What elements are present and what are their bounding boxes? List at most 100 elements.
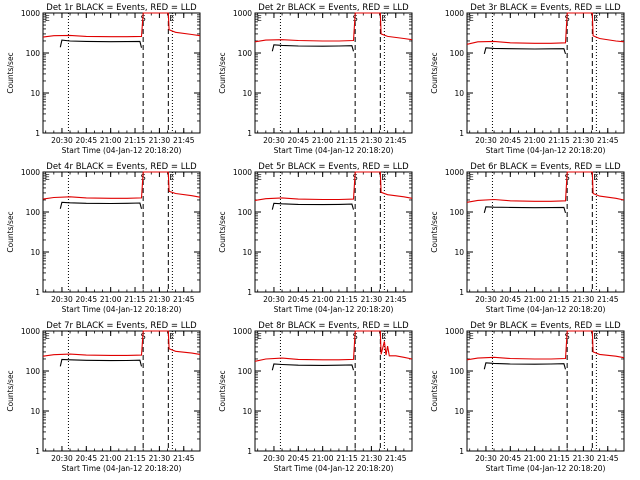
series-line-lld [466,330,625,361]
x-tick-label: 21:00 [524,454,546,463]
series-line-lld [42,171,201,200]
chart-title: Det 1r BLACK = Events, RED = LLD [46,3,197,13]
chart-panel-1: Det 1r BLACK = Events, RED = LLD 1 10 100 10… [6,3,201,155]
x-tick-label: 21:45 [385,454,407,463]
x-tick-label: 21:30 [149,136,171,145]
plot-frame [254,171,413,293]
series-line-lld [254,330,413,362]
x-tick-label: 21:30 [361,295,383,304]
y-tick-label: 1000 [445,168,464,177]
x-tick-label: 21:15 [124,295,146,304]
x-tick-label: 21:45 [173,295,195,304]
x-tick-label: 21:00 [524,136,546,145]
y-tick-label: 100 [26,208,41,217]
x-tick-label: 21:15 [336,454,358,463]
y-axis-label: Counts/sec [6,211,15,252]
event-marker-label: E [45,173,50,182]
x-axis-label: Start Time (04-Jan-12 20:18:20) [274,464,394,473]
x-tick-label: 21:15 [336,136,358,145]
plot-frame [42,12,201,134]
x-tick-label: 21:45 [597,454,619,463]
x-tick-label: 20:45 [499,295,521,304]
series-line-lld [466,12,625,45]
event-marker-label: E [381,332,386,341]
event-marker-label: E [169,173,174,182]
y-tick-label: 10 [242,89,252,98]
x-axis-label: Start Time (04-Jan-12 20:18:20) [62,146,182,155]
event-marker-label: E [381,173,386,182]
chart-panel-4: Det 4r BLACK = Events, RED = LLD 1 10 100 10… [6,162,201,314]
x-tick-label: 21:30 [361,136,383,145]
event-marker-label: E [257,332,262,341]
y-tick-label: 10 [30,248,40,257]
x-tick-label: 21:15 [124,136,146,145]
x-tick-label: 20:30 [51,454,73,463]
x-axis-label: Start Time (04-Jan-12 20:18:20) [274,305,394,314]
chart-panel-6: Det 6r BLACK = Events, RED = LLD 1 10 100 10… [430,162,625,314]
event-marker-label: E [593,332,598,341]
x-tick-label: 21:45 [597,295,619,304]
plot-frame [254,12,413,134]
y-tick-label: 10 [30,407,40,416]
event-marker-label: E [169,332,174,341]
y-tick-label: 1000 [445,327,464,336]
x-tick-label: 21:15 [124,454,146,463]
event-marker-label: E [169,14,174,23]
chart-title: Det 5r BLACK = Events, RED = LLD [258,162,409,172]
chart-panel-7: Det 7r BLACK = Events, RED = LLD 1 10 100 10… [6,321,201,473]
y-tick-label: 100 [238,367,253,376]
event-marker-label: E [45,332,50,341]
event-marker-label: E [469,14,474,23]
x-tick-label: 20:30 [263,136,285,145]
plot-frame [466,171,625,293]
series-line-events [59,39,143,48]
series-line-lld [254,12,413,43]
x-axis-label: Start Time (04-Jan-12 20:18:20) [62,464,182,473]
x-tick-label: 20:45 [499,136,521,145]
chart-panel-3: Det 3r BLACK = Events, RED = LLD 1 10 100 10… [430,3,625,155]
chart-title: Det 4r BLACK = Events, RED = LLD [46,162,197,172]
chart-title: Det 8r BLACK = Events, RED = LLD [258,321,409,331]
series-line-lld [42,330,201,357]
chart-title: Det 7r BLACK = Events, RED = LLD [46,321,197,331]
y-axis-label: Counts/sec [218,211,227,252]
y-axis-label: Counts/sec [430,370,439,411]
x-tick-label: 20:45 [75,454,97,463]
x-tick-label: 21:45 [173,454,195,463]
x-axis-label: Start Time (04-Jan-12 20:18:20) [62,305,182,314]
x-tick-label: 20:30 [51,136,73,145]
series-line-events [271,202,355,210]
chart-title: Det 6r BLACK = Events, RED = LLD [470,162,621,172]
series-line-lld [42,12,201,38]
x-tick-label: 20:45 [75,136,97,145]
x-tick-label: 20:30 [263,295,285,304]
x-tick-label: 21:30 [361,454,383,463]
x-axis-label: Start Time (04-Jan-12 20:18:20) [486,305,606,314]
x-tick-label: 21:00 [312,295,334,304]
y-tick-label: 1000 [445,9,464,18]
chart-title: Det 2r BLACK = Events, RED = LLD [258,3,409,13]
y-tick-label: 100 [26,367,41,376]
y-tick-label: 100 [26,49,41,58]
y-axis-label: Counts/sec [6,52,15,93]
x-tick-label: 20:45 [287,295,309,304]
y-tick-label: 100 [450,49,465,58]
series-line-events [483,47,567,55]
y-tick-label: 100 [450,367,465,376]
x-tick-label: 21:15 [548,136,570,145]
series-line-events [271,44,355,52]
chart-panel-8: Det 8r BLACK = Events, RED = LLD 1 10 100 10… [218,321,413,473]
x-tick-label: 21:00 [524,295,546,304]
x-tick-label: 21:15 [548,295,570,304]
chart-title: Det 9r BLACK = Events, RED = LLD [470,321,621,331]
x-tick-label: 21:45 [385,136,407,145]
x-tick-label: 20:30 [51,295,73,304]
y-tick-label: 1000 [233,168,252,177]
y-tick-label: 1 [459,288,464,297]
y-tick-label: 1000 [233,9,252,18]
x-tick-label: 20:45 [287,136,309,145]
x-tick-label: 20:30 [263,454,285,463]
y-tick-label: 1000 [21,327,40,336]
series-line-lld [466,171,625,203]
